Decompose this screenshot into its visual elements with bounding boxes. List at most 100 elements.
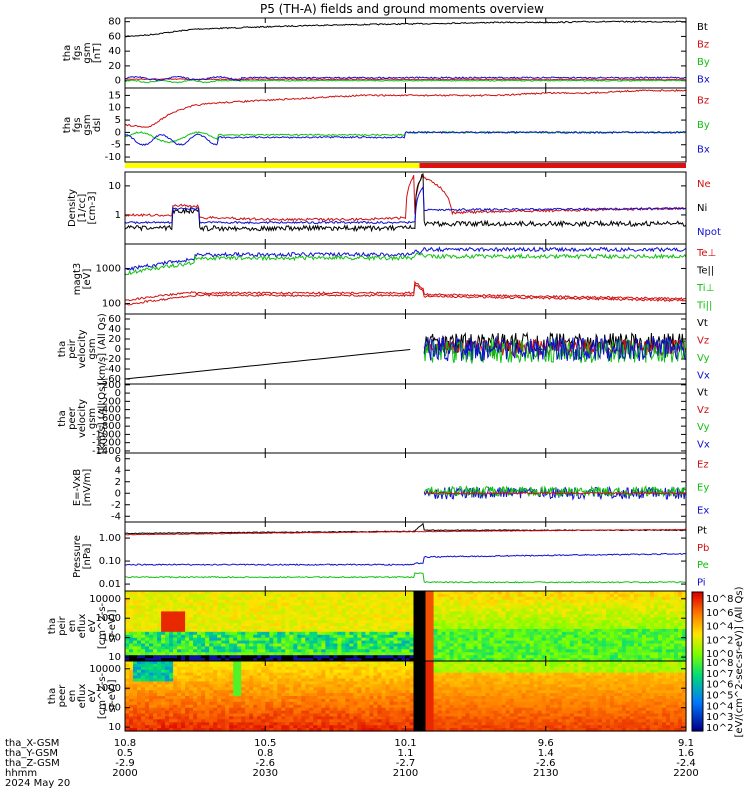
spectrogram-cell xyxy=(469,631,475,636)
spectrogram-cell xyxy=(409,591,415,595)
spectrogram-cell xyxy=(265,593,270,598)
spectrogram-cell xyxy=(469,614,475,618)
spectrogram-cell xyxy=(529,640,535,645)
spectrogram-cell xyxy=(533,640,539,645)
spectrogram-cell xyxy=(333,710,338,715)
spectrogram-cell xyxy=(269,719,274,723)
spectrogram-cell xyxy=(265,678,270,682)
spectrogram-cell xyxy=(265,591,270,595)
spectrogram-cell xyxy=(425,591,431,595)
spectrogram-cell xyxy=(565,623,571,627)
spectrogram-cell xyxy=(197,643,202,647)
spectrogram-cell xyxy=(666,655,671,659)
spectrogram-cell xyxy=(173,725,178,729)
spectrogram-cell xyxy=(269,649,274,653)
spectrogram-cell xyxy=(425,611,431,615)
spectrogram-cell xyxy=(597,608,603,612)
spectrogram-cell xyxy=(233,728,238,732)
spectrogram-cell xyxy=(405,649,411,653)
spectrogram-cell xyxy=(293,658,298,662)
y-axis-label-line: E=-VxB xyxy=(72,469,83,506)
spectrogram-cell xyxy=(593,620,599,624)
y-axis-label-line: [eV] xyxy=(82,269,93,290)
spectrogram-cell xyxy=(269,710,274,715)
spectrogram-cell xyxy=(137,640,142,645)
spectrogram-cell xyxy=(133,693,138,697)
spectrogram-cell xyxy=(589,599,595,604)
spectrogram-cell xyxy=(581,640,587,645)
spectrogram-cell xyxy=(529,599,535,604)
spectrogram-cell xyxy=(405,640,411,645)
spectrogram-cell xyxy=(165,631,170,636)
spectrogram-cell xyxy=(253,710,258,715)
spectrogram-cell xyxy=(273,617,278,621)
spectrogram-cell xyxy=(317,649,322,653)
spectrogram-cell xyxy=(261,672,266,677)
spectrogram-cell xyxy=(289,591,294,595)
spectrogram-cell xyxy=(445,599,451,604)
spectrogram-cell xyxy=(141,719,146,723)
spectrogram-cell xyxy=(513,593,519,598)
spectrogram-cell xyxy=(365,631,370,636)
spectrogram-cell xyxy=(249,684,254,688)
spectrogram-cell xyxy=(517,646,523,650)
spectrogram-cell xyxy=(409,640,415,645)
figure-title: P5 (TH-A) fields and ground moments over… xyxy=(260,2,544,16)
spectrogram-cell xyxy=(189,652,194,656)
spectrogram-cell xyxy=(161,725,166,729)
spectrogram-cell xyxy=(181,684,186,688)
y-tick-label: 15 xyxy=(108,90,121,101)
spectrogram-cell xyxy=(285,602,290,607)
spectrogram-cell xyxy=(193,669,198,674)
spectrogram-cell xyxy=(145,591,150,595)
spectrogram-cell xyxy=(173,596,178,601)
spectrogram-cell xyxy=(537,602,543,607)
spectrogram-cell xyxy=(317,663,322,668)
spectrogram-cell xyxy=(205,678,210,682)
spectrogram-cell xyxy=(245,617,250,621)
spectrogram-cell xyxy=(341,640,346,645)
spectrogram-cell xyxy=(309,634,314,639)
y-axis-label: magt3 [eV] xyxy=(72,263,93,296)
spectrogram-cell xyxy=(285,649,290,653)
spectrogram-cell xyxy=(389,628,395,633)
spectrogram-cell xyxy=(265,658,270,662)
spectrogram-cell xyxy=(321,628,326,633)
spectrogram-cell xyxy=(317,637,322,642)
legend-entry: Ne xyxy=(697,179,711,190)
spectrogram-cell xyxy=(409,593,415,598)
spectrogram-cell xyxy=(157,728,162,732)
y-axis-label-line: tha xyxy=(57,410,68,426)
spectrogram-cell xyxy=(261,678,266,682)
spectrogram-cell xyxy=(597,620,603,624)
spectrogram-cell xyxy=(653,617,659,621)
spectrogram-cell xyxy=(137,663,142,668)
spectrogram-cell xyxy=(417,605,423,610)
spectrogram-cell xyxy=(205,591,210,595)
spectrogram-cell xyxy=(581,623,587,627)
spectrogram-cell xyxy=(209,658,214,662)
spectrogram-cell xyxy=(233,710,238,715)
spectrogram-cell xyxy=(285,725,290,729)
spectrogram-cell xyxy=(253,649,258,653)
spectrogram-cell xyxy=(205,626,210,630)
spectrogram-cell xyxy=(625,655,631,659)
spectrogram-cell xyxy=(637,646,643,650)
spectrogram-cell xyxy=(341,634,346,639)
spectrogram-cell xyxy=(129,611,134,615)
spectrogram-cell xyxy=(289,617,294,621)
spectrogram-cell xyxy=(541,634,547,639)
spectrogram-cell xyxy=(217,710,222,715)
spectrogram-cell xyxy=(682,643,687,647)
spectrogram-cell xyxy=(637,599,643,604)
spectrogram-cell xyxy=(181,725,186,729)
spectrogram-cell xyxy=(605,646,611,650)
spectrogram-cell xyxy=(513,652,519,656)
spectrogram-cell xyxy=(357,617,362,621)
spectrogram-cell xyxy=(189,713,194,717)
spectrogram-cell xyxy=(181,704,186,709)
spectrogram-cell xyxy=(237,599,242,604)
spectrogram-cell xyxy=(477,602,483,607)
spectrogram-cell xyxy=(633,628,639,633)
spectrogram-cell xyxy=(425,637,431,642)
